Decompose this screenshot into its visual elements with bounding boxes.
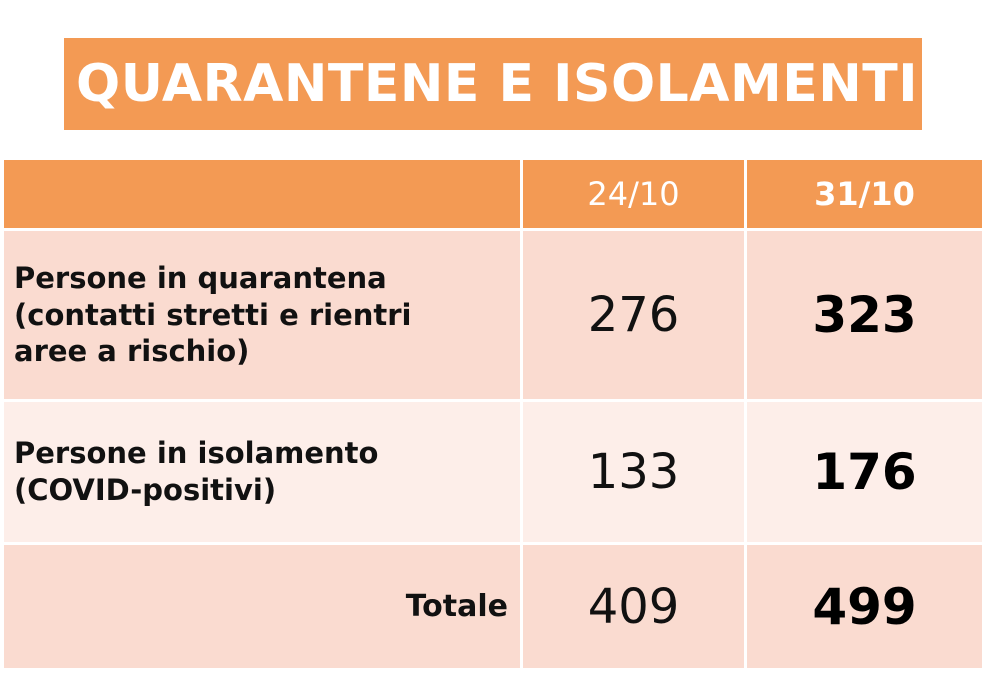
table-row-isolation: Persone in isolamento (COVID-positivi) 1… — [4, 402, 982, 542]
value-cell-date-1: 276 — [523, 231, 747, 399]
page-title: QUARANTENE E ISOLAMENTI — [76, 54, 919, 114]
row-label-line: (contatti stretti e rientri — [14, 297, 412, 332]
row-label-cell: Persone in isolamento (COVID-positivi) — [4, 402, 523, 542]
total-label: Totale — [405, 589, 508, 624]
table-row-total: Totale 409 499 — [4, 545, 982, 668]
value-cell-date-2: 176 — [747, 402, 982, 542]
value-date-1: 133 — [587, 444, 680, 500]
total-label-cell: Totale — [4, 545, 523, 668]
value-date-2: 176 — [812, 443, 917, 501]
table-row-quarantine: Persone in quarantena (contatti stretti … — [4, 231, 982, 399]
total-cell-date-1: 409 — [523, 545, 747, 668]
header-cell-date-2: 31/10 — [814, 175, 915, 213]
total-cell-date-2: 499 — [747, 545, 982, 668]
value-cell-date-2: 323 — [747, 231, 982, 399]
row-label: Persone in quarantena (contatti stretti … — [4, 260, 520, 370]
value-date-2: 323 — [812, 286, 917, 344]
value-date-1: 276 — [587, 287, 680, 343]
row-label-line: (COVID-positivi) — [14, 473, 277, 507]
total-value-date-1: 409 — [587, 578, 680, 635]
data-table: 24/10 31/10 Persone in quarantena (conta… — [4, 160, 982, 668]
row-label-line: Persone in isolamento — [14, 436, 379, 471]
row-label-line: aree a rischio) — [14, 334, 250, 369]
header-cell-empty — [4, 160, 523, 228]
header-cell-date-1: 24/10 — [523, 160, 747, 228]
row-label-cell: Persone in quarantena (contatti stretti … — [4, 231, 523, 399]
row-label: Persone in isolamento (COVID-positivi) — [4, 435, 520, 508]
title-banner: QUARANTENE E ISOLAMENTI — [64, 38, 922, 130]
table-header-row: 24/10 31/10 — [4, 160, 982, 228]
row-label-line: Persone in quarantena — [14, 261, 387, 296]
value-cell-date-1: 133 — [523, 402, 747, 542]
total-value-date-2: 499 — [812, 577, 917, 636]
